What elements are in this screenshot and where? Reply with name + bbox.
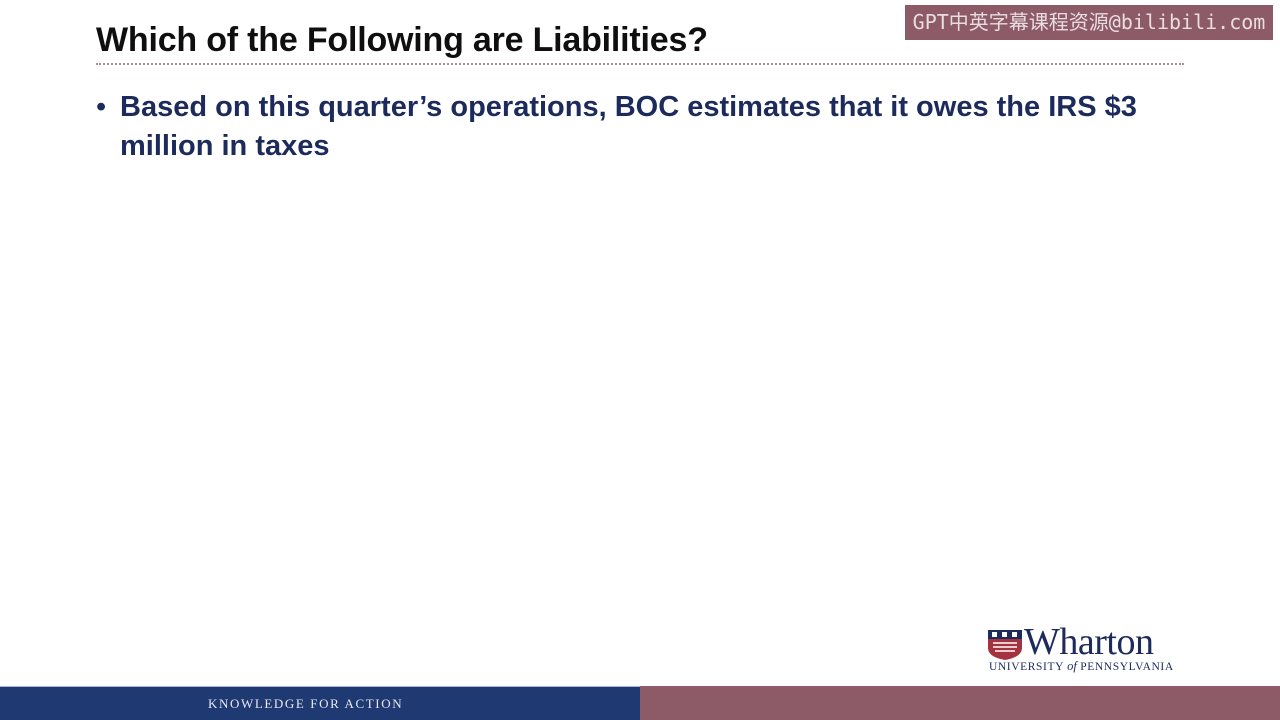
logo-subtitle: University of Pennsylvania (989, 659, 1174, 674)
watermark-banner: GPT中英字幕课程资源@bilibili.com (905, 5, 1273, 40)
logo-subtitle-pennsylvania: Pennsylvania (1080, 661, 1174, 673)
title-divider (96, 63, 1184, 65)
logo-subtitle-university: University (989, 661, 1064, 673)
footer-bar-right (640, 686, 1280, 720)
bullet-marker: • (96, 91, 107, 123)
bullet-text: Based on this quarter’s operations, BOC … (120, 91, 1137, 162)
footer-tagline: KNOWLEDGE FOR ACTION (208, 696, 404, 711)
footer-bar-left: KNOWLEDGE FOR ACTION (0, 686, 640, 720)
logo-wordmark: Wharton (1024, 621, 1154, 663)
penn-shield-icon (988, 630, 1022, 660)
slide-title: Which of the Following are Liabilities? (96, 21, 708, 59)
logo-subtitle-of: of (1067, 659, 1077, 673)
wharton-logo: Wharton University of Pennsylvania (988, 622, 1198, 674)
bullet-item: • Based on this quarter’s operations, BO… (96, 88, 1176, 166)
bullet-list: • Based on this quarter’s operations, BO… (96, 88, 1176, 166)
